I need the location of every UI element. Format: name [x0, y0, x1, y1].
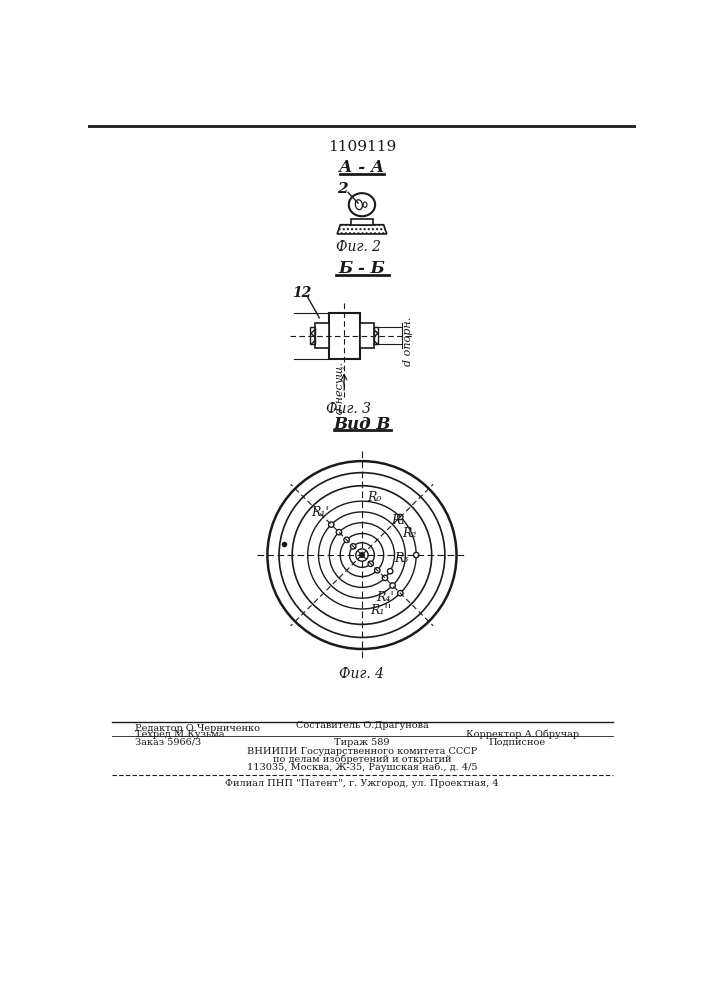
Text: 12: 12 [292, 286, 311, 300]
Text: d опорн.: d опорн. [403, 317, 413, 366]
Text: Редактор О.Черниченко: Редактор О.Черниченко [135, 724, 260, 733]
Text: R₁': R₁' [312, 506, 329, 519]
Text: Корректор А.Обручар: Корректор А.Обручар [466, 730, 579, 739]
Circle shape [375, 568, 380, 573]
Circle shape [329, 522, 334, 527]
Text: по делам изобретений и открытий: по делам изобретений и открытий [273, 754, 451, 764]
Text: R₄': R₄' [376, 591, 394, 604]
Text: 1109119: 1109119 [328, 140, 396, 154]
Text: ВНИИПИ Государственного комитета СССР: ВНИИПИ Государственного комитета СССР [247, 747, 477, 756]
Text: 2: 2 [337, 182, 348, 196]
Text: Филиал ПНП "Патент", г. Ужгород, ул. Проектная, 4: Филиал ПНП "Патент", г. Ужгород, ул. Про… [225, 779, 498, 788]
Text: Фиг. 4: Фиг. 4 [339, 667, 385, 681]
Text: R₀: R₀ [368, 491, 382, 504]
Bar [315, 323, 329, 348]
Bar [351, 219, 373, 225]
Text: Фиг. 2: Фиг. 2 [336, 240, 380, 254]
Circle shape [368, 561, 373, 566]
Text: R₃: R₃ [395, 552, 409, 565]
Text: А - А: А - А [339, 159, 385, 176]
Text: R₂: R₂ [402, 527, 416, 540]
Ellipse shape [349, 193, 375, 216]
Circle shape [390, 583, 395, 588]
Circle shape [387, 569, 393, 574]
Text: Заказ 5966/3: Заказ 5966/3 [135, 738, 201, 747]
Text: R₁: R₁ [392, 514, 406, 527]
Circle shape [337, 529, 341, 535]
Bar [360, 323, 373, 348]
Text: Техред М.Кузьма: Техред М.Кузьма [135, 730, 224, 739]
Circle shape [414, 552, 419, 558]
Bar [310, 327, 315, 344]
Circle shape [351, 544, 356, 549]
Circle shape [397, 514, 403, 520]
Bar [373, 327, 378, 344]
Text: Вид В: Вид В [333, 416, 391, 433]
Text: Тираж 589: Тираж 589 [334, 738, 390, 747]
Circle shape [360, 553, 364, 557]
Circle shape [382, 575, 387, 581]
Text: d несущ.: d несущ. [335, 362, 345, 414]
Text: Фиг. 3: Фиг. 3 [325, 402, 370, 416]
Text: Б - Б: Б - Б [339, 260, 385, 277]
Circle shape [344, 537, 349, 542]
Text: Подписное: Подписное [489, 738, 546, 747]
Text: 113035, Москва, Ж-35, Раушская наб., д. 4/5: 113035, Москва, Ж-35, Раушская наб., д. … [247, 762, 477, 772]
Text: R₁'': R₁'' [370, 604, 391, 617]
Circle shape [397, 590, 403, 596]
Text: Составитель О.Драгунова: Составитель О.Драгунова [296, 721, 428, 730]
Bar [329, 312, 360, 359]
